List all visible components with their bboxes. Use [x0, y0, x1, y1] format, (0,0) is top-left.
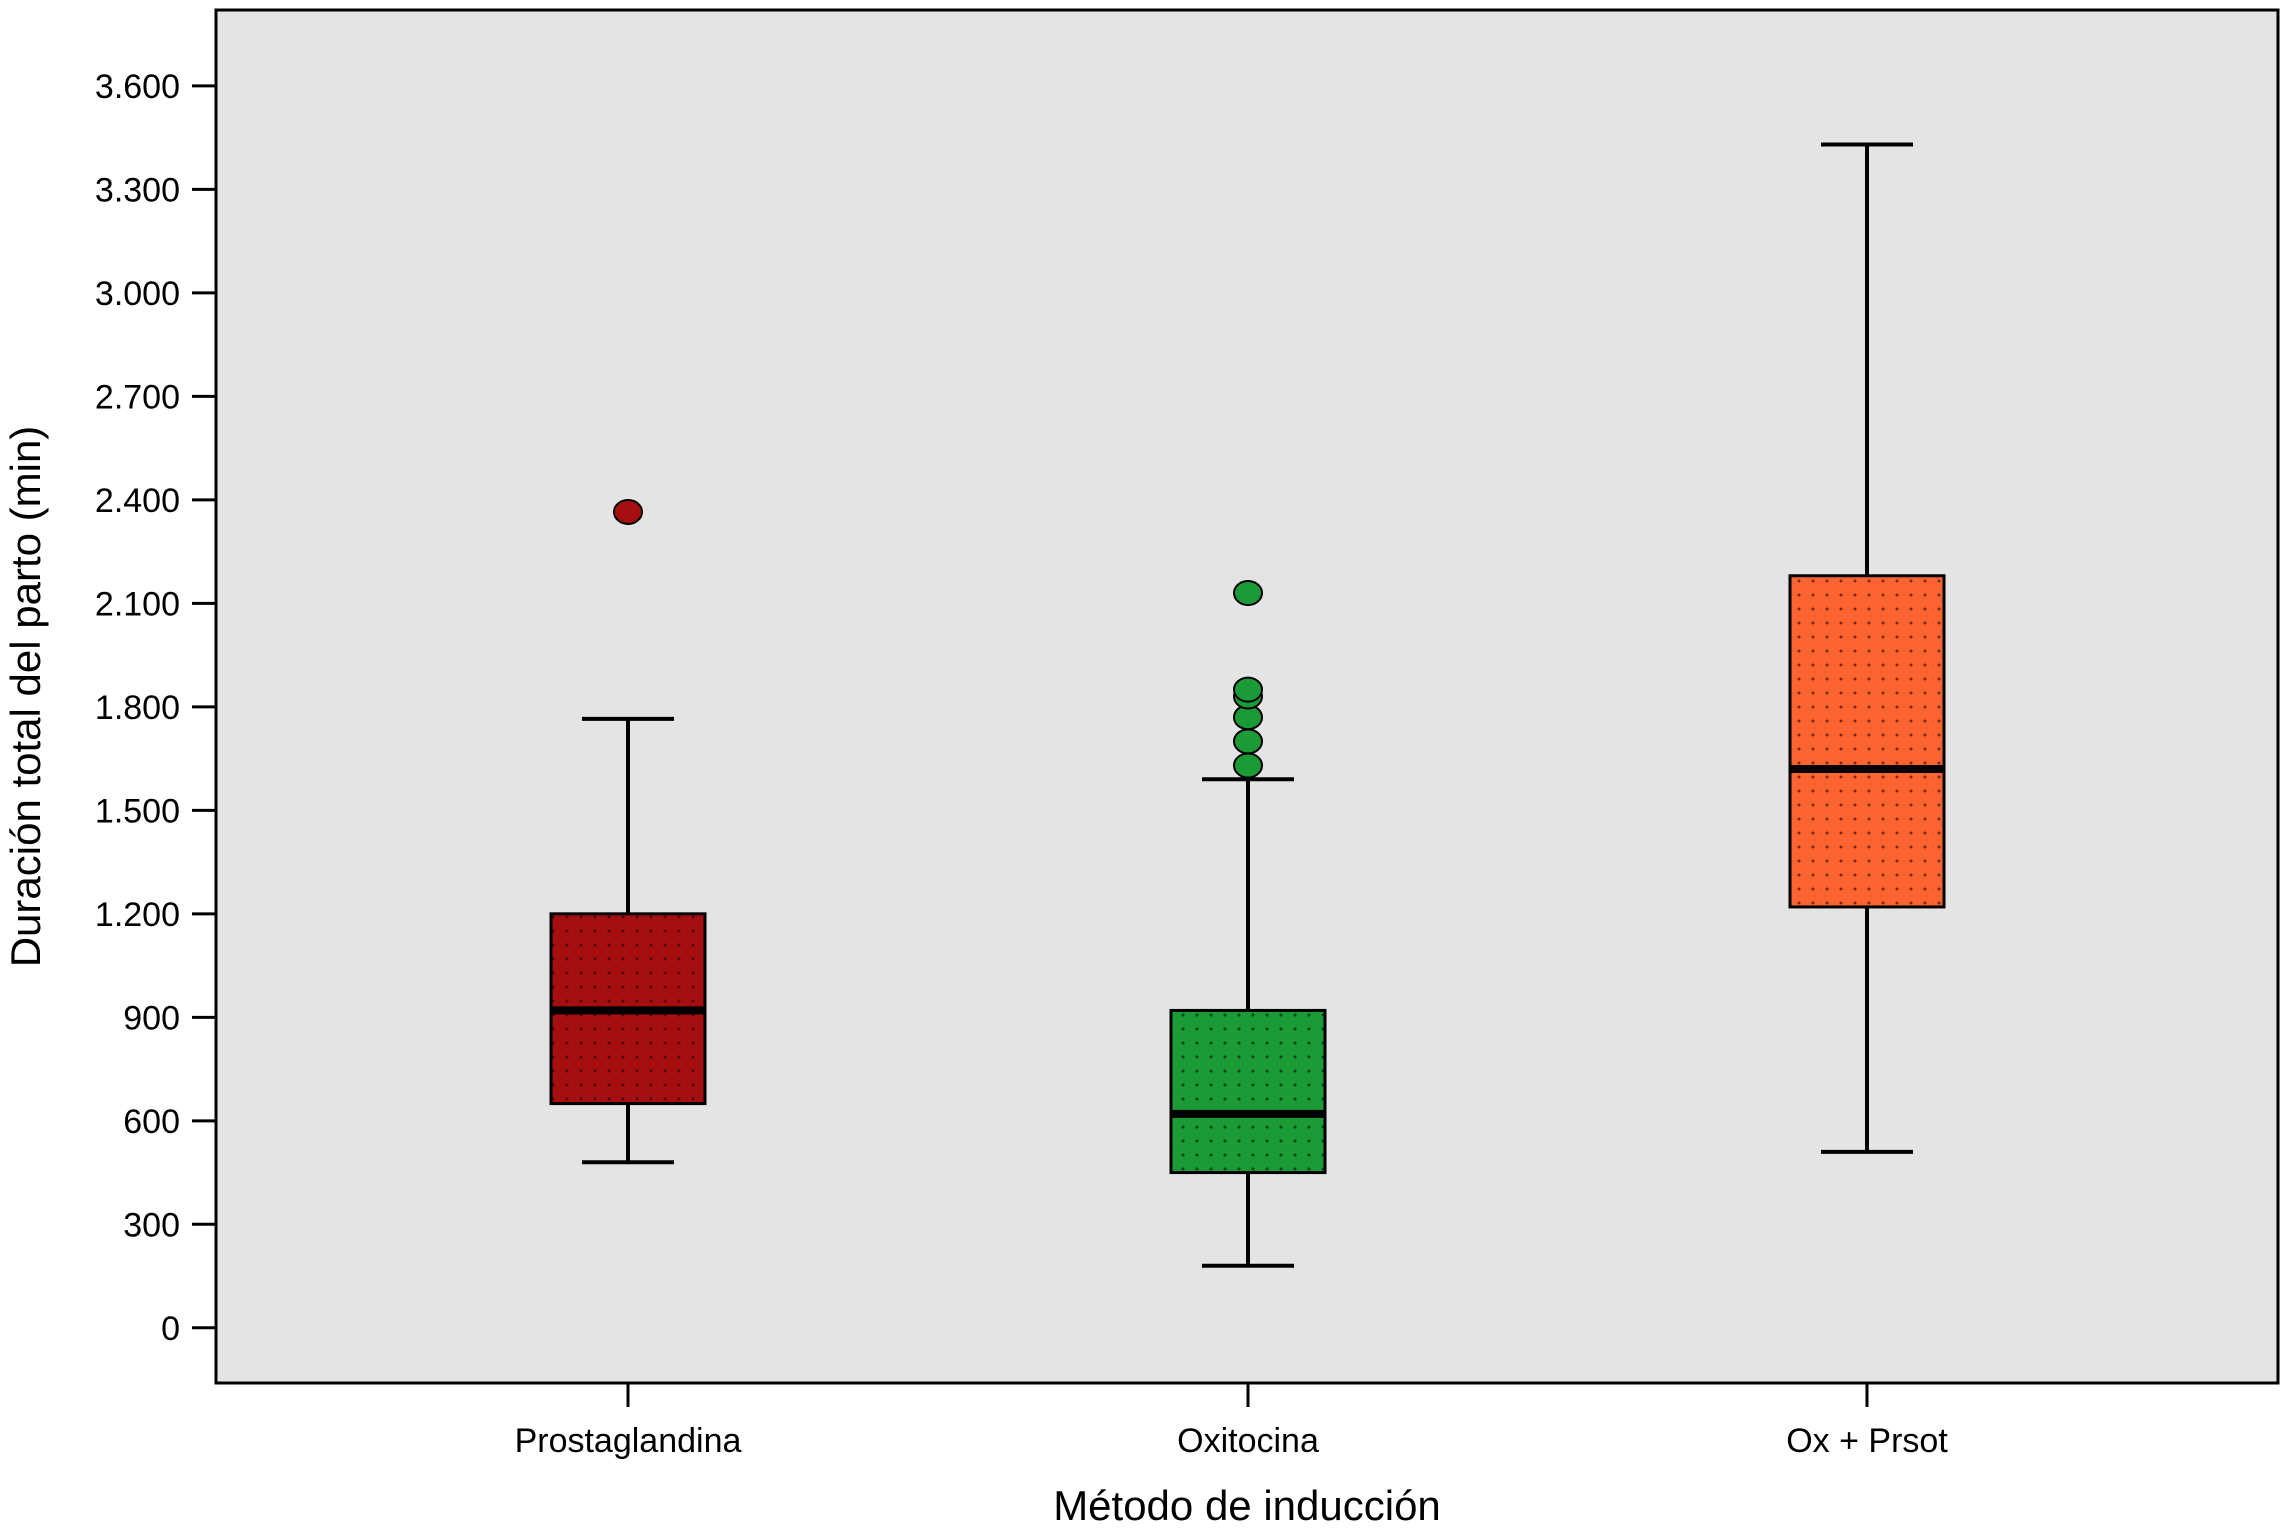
y-tick-label: 3.300: [95, 171, 180, 209]
x-axis: Prostaglandina Oxitocina Ox + Prsot: [515, 1383, 1948, 1460]
outlier-point: [613, 498, 643, 525]
x-tick-label: Oxitocina: [1177, 1422, 1319, 1460]
y-tick-label: 1.800: [95, 689, 180, 727]
y-tick-label: 0: [161, 1310, 180, 1348]
y-tick-label: 1.500: [95, 792, 180, 830]
x-tick-label: Prostaglandina: [515, 1422, 742, 1460]
outlier-point: [1233, 752, 1263, 779]
box-pattern: [1790, 575, 1944, 907]
y-tick-label: 600: [123, 1103, 180, 1141]
y-tick-label: 900: [123, 999, 180, 1037]
box-group: [1169, 580, 1327, 1268]
box-group: [1788, 142, 1946, 1154]
y-tick-label: 3.000: [95, 275, 180, 313]
y-tick-label: 2.700: [95, 378, 180, 416]
x-axis-title: Método de inducción: [1053, 1482, 1441, 1529]
outlier-point: [1233, 728, 1263, 755]
box-pattern: [1171, 1010, 1325, 1173]
y-tick-label: 2.400: [95, 482, 180, 520]
outlier-point: [1233, 676, 1263, 703]
y-tick-label: 300: [123, 1206, 180, 1244]
x-tick-label: Ox + Prsot: [1786, 1422, 1948, 1460]
y-tick-label: 1.200: [95, 896, 180, 934]
y-tick-label: 2.100: [95, 585, 180, 623]
box-group: [549, 498, 707, 1165]
y-axis: 0 300 600 900 1.200 1.500 1.800 2.100 2.400 2.700…: [95, 68, 216, 1348]
boxes-layer: [549, 142, 1946, 1268]
y-axis-title: Duración total del parto (min): [2, 426, 49, 968]
outlier-point: [1233, 580, 1263, 607]
y-tick-label: 3.600: [95, 68, 180, 106]
